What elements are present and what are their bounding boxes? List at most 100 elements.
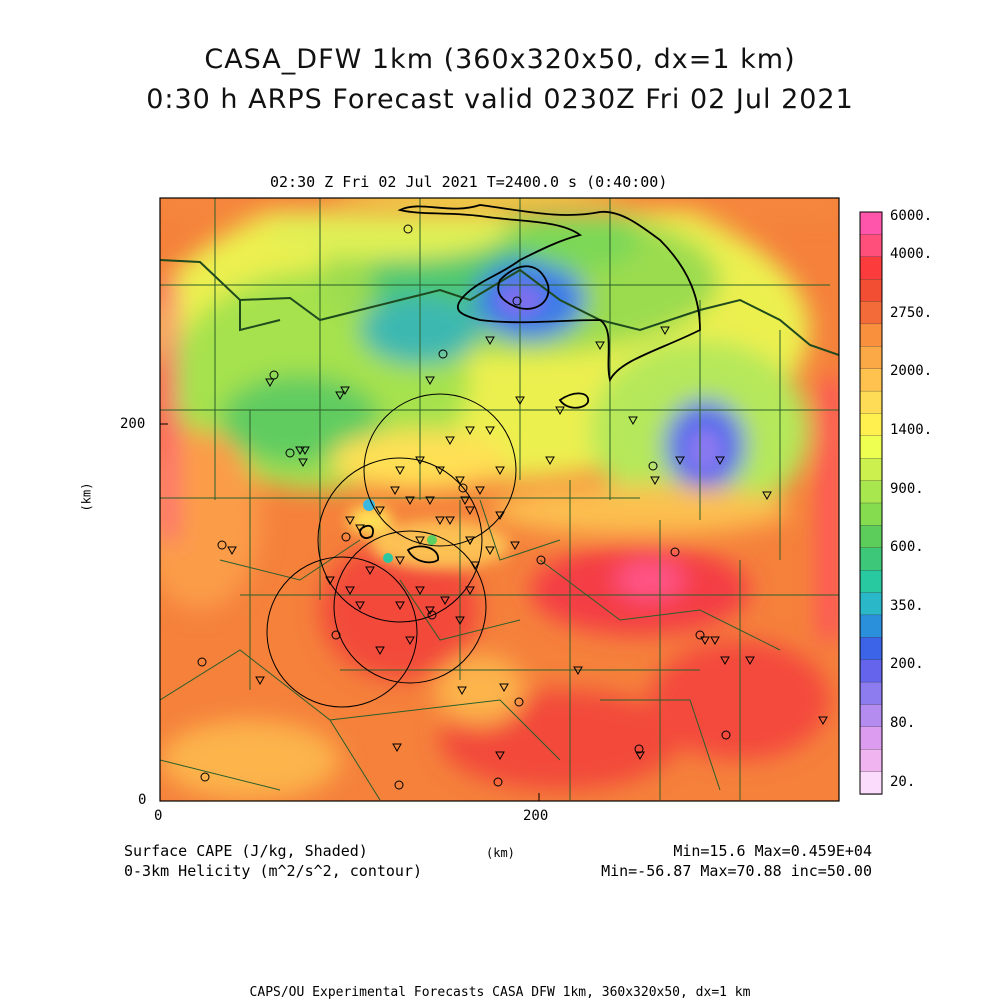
- station-circle: [493, 777, 503, 787]
- station-triangle: [555, 406, 565, 416]
- station-triangle: [425, 496, 435, 506]
- colorbar-swatch: [859, 547, 883, 571]
- colorbar: [859, 211, 883, 795]
- station-triangle: [415, 456, 425, 466]
- station-triangle: [355, 524, 365, 534]
- station-triangle: [435, 516, 445, 526]
- station-triangle: [375, 646, 385, 656]
- station-triangle: [465, 426, 475, 436]
- station-triangle: [465, 536, 475, 546]
- station-triangle: [298, 458, 308, 468]
- station-circle: [438, 349, 448, 359]
- station-triangle: [515, 396, 525, 406]
- station-triangle: [445, 516, 455, 526]
- valid-time-subtitle: 02:30 Z Fri 02 Jul 2021 T=2400.0 s (0:40…: [270, 173, 668, 191]
- station-triangle: [720, 656, 730, 666]
- station-triangle: [395, 601, 405, 611]
- radar-range-rings: [266, 393, 517, 708]
- station-circle: [197, 657, 207, 667]
- colorbar-label: 600.: [890, 539, 924, 555]
- station-triangle: [475, 486, 485, 496]
- station-triangle: [510, 541, 520, 551]
- station-triangle: [628, 416, 638, 426]
- credit-line: CAPS/OU Experimental Forecasts CASA DFW …: [249, 985, 751, 1000]
- station-circle: [695, 630, 705, 640]
- colorbar-swatch: [859, 346, 883, 370]
- field-description-helicity: 0-3km Helicity (m^2/s^2, contour): [124, 862, 423, 880]
- colorbar-swatch: [859, 368, 883, 392]
- helicity-min-max: Min=-56.87 Max=70.88 inc=50.00: [601, 862, 872, 880]
- colorbar-swatch: [859, 570, 883, 594]
- station-circle: [648, 461, 658, 471]
- station-triangle: [340, 386, 350, 396]
- station-triangle: [395, 466, 405, 476]
- station-circle: [458, 483, 468, 493]
- state-boundaries: [160, 259, 839, 356]
- county-boundaries: [160, 198, 839, 801]
- station-triangle: [455, 476, 465, 486]
- station-triangle: [445, 436, 455, 446]
- station-triangle: [715, 456, 725, 466]
- field-description-cape: Surface CAPE (J/kg, Shaded): [124, 842, 368, 860]
- station-triangle: [495, 751, 505, 761]
- colorbar-swatch: [859, 614, 883, 638]
- station-triangle: [710, 636, 720, 646]
- y-tick-label-0: 0: [138, 792, 147, 808]
- station-circle: [269, 370, 279, 380]
- station-triangle: [425, 376, 435, 386]
- station-circle: [427, 610, 437, 620]
- cape-shading: [160, 198, 839, 801]
- station-triangle: [675, 456, 685, 466]
- colorbar-swatch: [859, 458, 883, 482]
- colorbar-frame: [859, 211, 883, 795]
- station-triangle: [335, 391, 345, 401]
- station-circle: [512, 296, 522, 306]
- station-triangle: [495, 511, 505, 521]
- station-circle: [514, 697, 524, 707]
- station-triangle: [345, 516, 355, 526]
- colorbar-label: 2750.: [890, 305, 933, 321]
- station-triangle: [435, 466, 445, 476]
- station-triangle: [485, 426, 495, 436]
- colorbar-label: 2000.: [890, 363, 933, 379]
- colorbar-swatch: [859, 390, 883, 415]
- station-triangle: [405, 636, 415, 646]
- colorbar-swatch: [859, 704, 883, 728]
- station-triangle: [390, 486, 400, 496]
- station-triangle: [650, 476, 660, 486]
- station-markers: [197, 224, 828, 790]
- colorbar-swatch: [859, 435, 883, 459]
- colorbar-swatch: [859, 592, 883, 616]
- station-triangle: [415, 586, 425, 596]
- station-triangle: [470, 561, 480, 571]
- colorbar-label: 6000.: [890, 208, 933, 224]
- colorbar-swatch: [859, 771, 883, 795]
- station-triangle: [300, 446, 310, 456]
- y-axis-unit: (km): [79, 482, 94, 512]
- station-circle: [670, 547, 680, 557]
- station-triangle: [818, 716, 828, 726]
- colorbar-label: 1400.: [890, 422, 933, 438]
- x-tick-label-0: 0: [154, 808, 163, 824]
- station-circle: [634, 744, 644, 754]
- station-triangle: [460, 496, 470, 506]
- station-triangle: [635, 751, 645, 761]
- station-triangle: [325, 576, 335, 586]
- station-triangle: [227, 546, 237, 556]
- station-triangle: [295, 446, 305, 456]
- station-triangle: [762, 491, 772, 501]
- y-tick-label-200: 200: [120, 416, 146, 432]
- station-triangle: [405, 496, 415, 506]
- station-circle: [721, 730, 731, 740]
- station-circle: [403, 224, 413, 234]
- colorbar-label: 350.: [890, 598, 924, 614]
- colorbar-label: 4000.: [890, 246, 933, 262]
- colorbar-swatch: [859, 480, 883, 504]
- station-triangle: [355, 601, 365, 611]
- station-triangle: [485, 546, 495, 556]
- colorbar-swatch: [859, 502, 883, 527]
- station-circle: [394, 780, 404, 790]
- station-triangle: [415, 536, 425, 546]
- colorbar-label: 200.: [890, 656, 924, 672]
